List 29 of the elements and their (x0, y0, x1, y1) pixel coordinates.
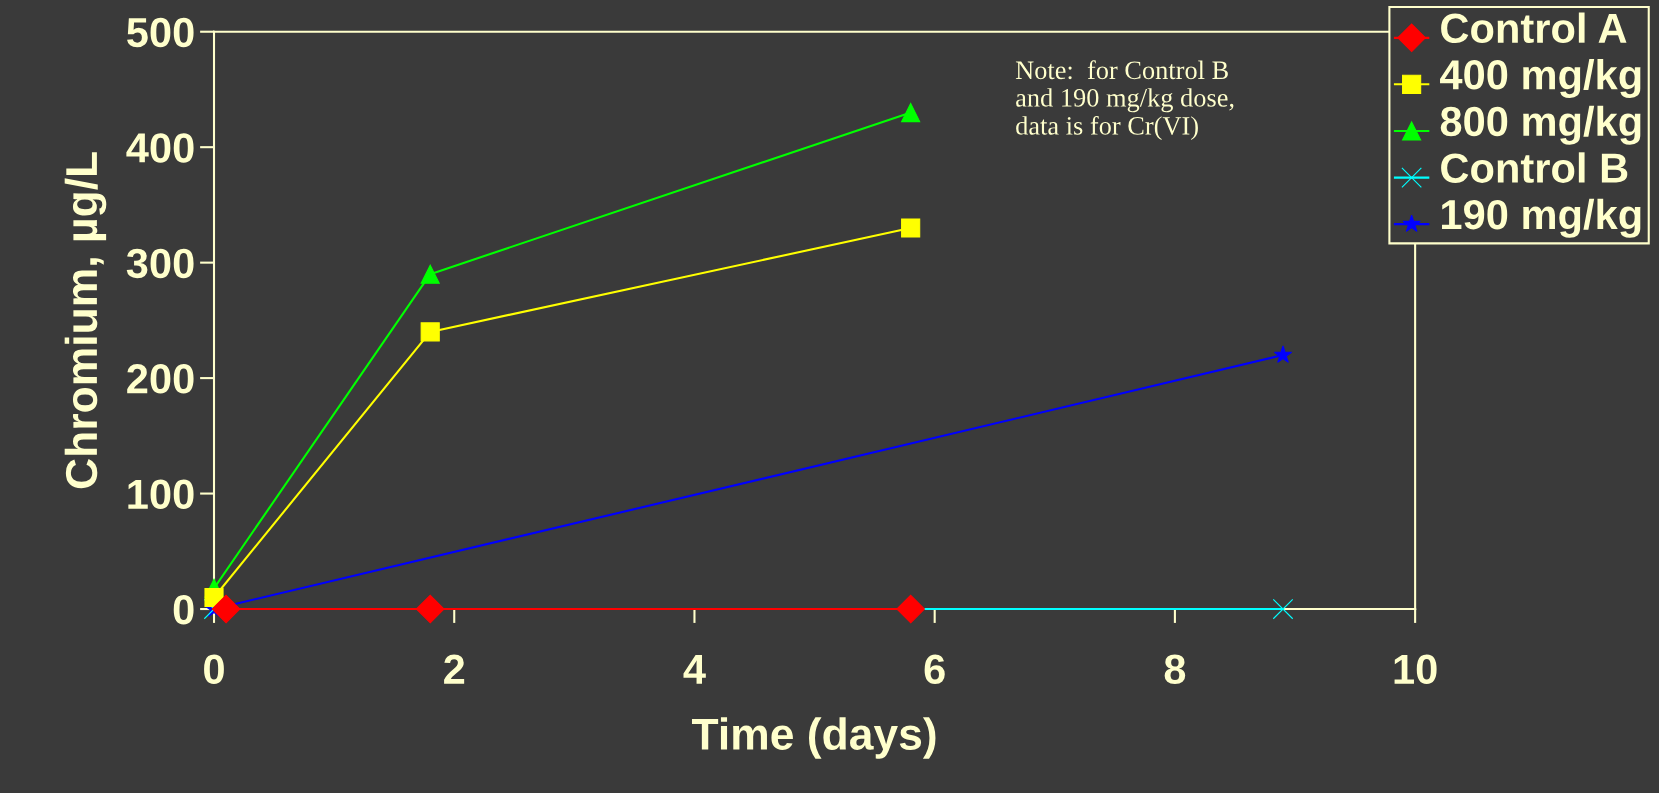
legend-label: 190 mg/kg (1442, 198, 1641, 238)
y-tick-label: 100 (128, 479, 194, 510)
x-tick-label: 2 (444, 654, 465, 684)
y-tick-label: 0 (173, 595, 194, 625)
point (1273, 345, 1293, 363)
annotation: Note: for Control B and 190 mg/kg dose, data is for Cr(VI) (1015, 60, 1234, 141)
x-tick-label: 4 (683, 655, 706, 684)
point (901, 102, 921, 123)
x-axis-title: Time (days) (691, 717, 936, 759)
point (1272, 598, 1294, 620)
legend-label: Control A (1441, 12, 1627, 44)
y-tick-label: 500 (127, 17, 194, 48)
x-tick-label: 8 (1164, 654, 1186, 685)
point (896, 594, 925, 624)
y-tick-label: 300 (126, 248, 194, 279)
legend-label: Control B (1441, 152, 1628, 183)
legend-label: 400 mg/kg (1440, 58, 1641, 98)
x-tick-label: 10 (1394, 654, 1437, 685)
point (901, 218, 921, 238)
y-tick-label: 200 (127, 364, 194, 394)
y-tick-label: 400 (126, 133, 194, 163)
x-tick-label: 0 (204, 654, 224, 685)
point (415, 594, 445, 624)
point (420, 322, 440, 342)
legend-label: 800 mg/kg (1440, 105, 1641, 145)
y-axis-title: Chromium, µg/L (64, 152, 107, 489)
point (420, 264, 440, 284)
x-tick-label: 6 (924, 654, 945, 685)
point (211, 594, 241, 624)
